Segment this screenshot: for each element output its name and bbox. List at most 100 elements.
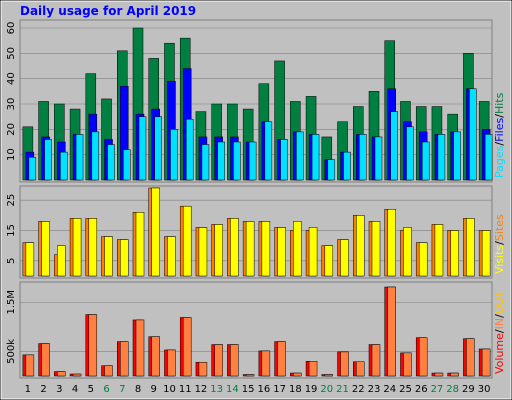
bar	[434, 224, 444, 277]
bar	[324, 374, 334, 377]
y-tick-label: 5	[6, 258, 17, 264]
x-tick-label: 20	[320, 384, 333, 395]
panel-frame	[19, 281, 493, 379]
legend: Visits/Sites	[493, 214, 506, 274]
y-tick-label: 30	[6, 98, 17, 111]
bar	[450, 372, 459, 377]
bar	[356, 361, 365, 377]
legend: Volume/IN/OUT	[493, 290, 506, 374]
bar	[261, 350, 271, 377]
bar	[75, 134, 84, 181]
bar	[296, 131, 304, 181]
bar	[151, 336, 160, 377]
x-tick-label: 17	[273, 384, 286, 395]
panel-frame	[19, 185, 493, 279]
x-tick-label: 2	[40, 384, 46, 395]
bar	[167, 349, 176, 377]
x-tick-label: 9	[151, 384, 157, 395]
bar	[403, 227, 412, 277]
x-tick-label: 28	[446, 384, 459, 395]
y-tick-label: 40	[6, 72, 17, 85]
bar	[308, 227, 318, 277]
legend-separator: /	[493, 114, 506, 118]
bar	[293, 372, 302, 377]
bar	[120, 341, 129, 377]
bar	[182, 317, 192, 377]
x-tick-label: 29	[462, 384, 475, 395]
y-tick-label: 1.5M	[6, 290, 17, 315]
bar	[104, 236, 113, 277]
bar	[135, 212, 145, 277]
bar	[421, 141, 430, 181]
bar	[403, 352, 412, 377]
x-tick-label: 18	[289, 384, 302, 395]
x-tick-label: 25	[399, 384, 412, 395]
y-tick-label: 50	[6, 47, 17, 60]
y-tick-label: 10	[6, 148, 17, 161]
bar	[434, 372, 444, 377]
x-tick-label: 1	[25, 384, 31, 395]
bar	[343, 151, 351, 181]
bar	[387, 208, 396, 277]
x-tick-label: 14	[226, 384, 239, 395]
legend-separator: /	[493, 329, 506, 333]
legend-entry: OUT	[493, 290, 506, 314]
bar	[340, 239, 349, 277]
bar	[418, 337, 428, 377]
bar	[198, 361, 208, 377]
legend: Pages/Files/Hits	[493, 92, 506, 178]
bar	[120, 239, 129, 277]
bar	[185, 118, 194, 181]
bar	[41, 343, 50, 377]
bar	[60, 151, 68, 181]
bar	[104, 365, 113, 377]
bar	[261, 221, 271, 277]
bar	[25, 354, 35, 377]
legend-entry: Pages	[493, 145, 506, 178]
bar	[359, 134, 367, 181]
legend-entry: Files	[493, 117, 506, 141]
x-tick-label: 19	[305, 384, 318, 395]
bar	[25, 242, 35, 277]
bar	[44, 139, 52, 181]
legend-entry: Visits	[493, 245, 506, 274]
bar	[450, 230, 459, 277]
chart-title: Daily usage for April 2019	[20, 4, 196, 18]
x-tick-label: 12	[195, 384, 208, 395]
legend-entry: Sites	[493, 214, 506, 241]
bar	[151, 187, 160, 277]
y-tick-label: 500k	[6, 339, 17, 364]
bar	[138, 116, 147, 181]
x-tick-label: 26	[415, 384, 428, 395]
legend-entry: Volume	[493, 333, 506, 374]
x-tick-label: 8	[135, 384, 141, 395]
bar	[324, 245, 334, 277]
bar	[469, 88, 477, 181]
bar	[481, 230, 491, 277]
bar	[230, 344, 239, 377]
bar	[484, 134, 493, 181]
x-tick-label: 10	[163, 384, 176, 395]
bar	[214, 344, 223, 377]
bar	[217, 141, 225, 181]
bar	[481, 348, 491, 377]
bar	[245, 221, 255, 277]
bar	[406, 126, 414, 181]
legend-separator: /	[493, 241, 506, 245]
legend-entry: Hits	[493, 92, 506, 114]
bar	[466, 218, 475, 277]
bar	[72, 218, 82, 277]
bar	[123, 149, 131, 181]
bar	[233, 141, 241, 181]
bar	[154, 116, 162, 181]
bar	[390, 111, 398, 181]
bar	[374, 136, 383, 181]
bar	[466, 338, 475, 377]
bar	[182, 205, 192, 277]
x-tick-label: 7	[119, 384, 125, 395]
bar	[245, 374, 255, 377]
bar	[198, 227, 208, 277]
bar	[453, 131, 461, 181]
bar	[170, 129, 178, 181]
